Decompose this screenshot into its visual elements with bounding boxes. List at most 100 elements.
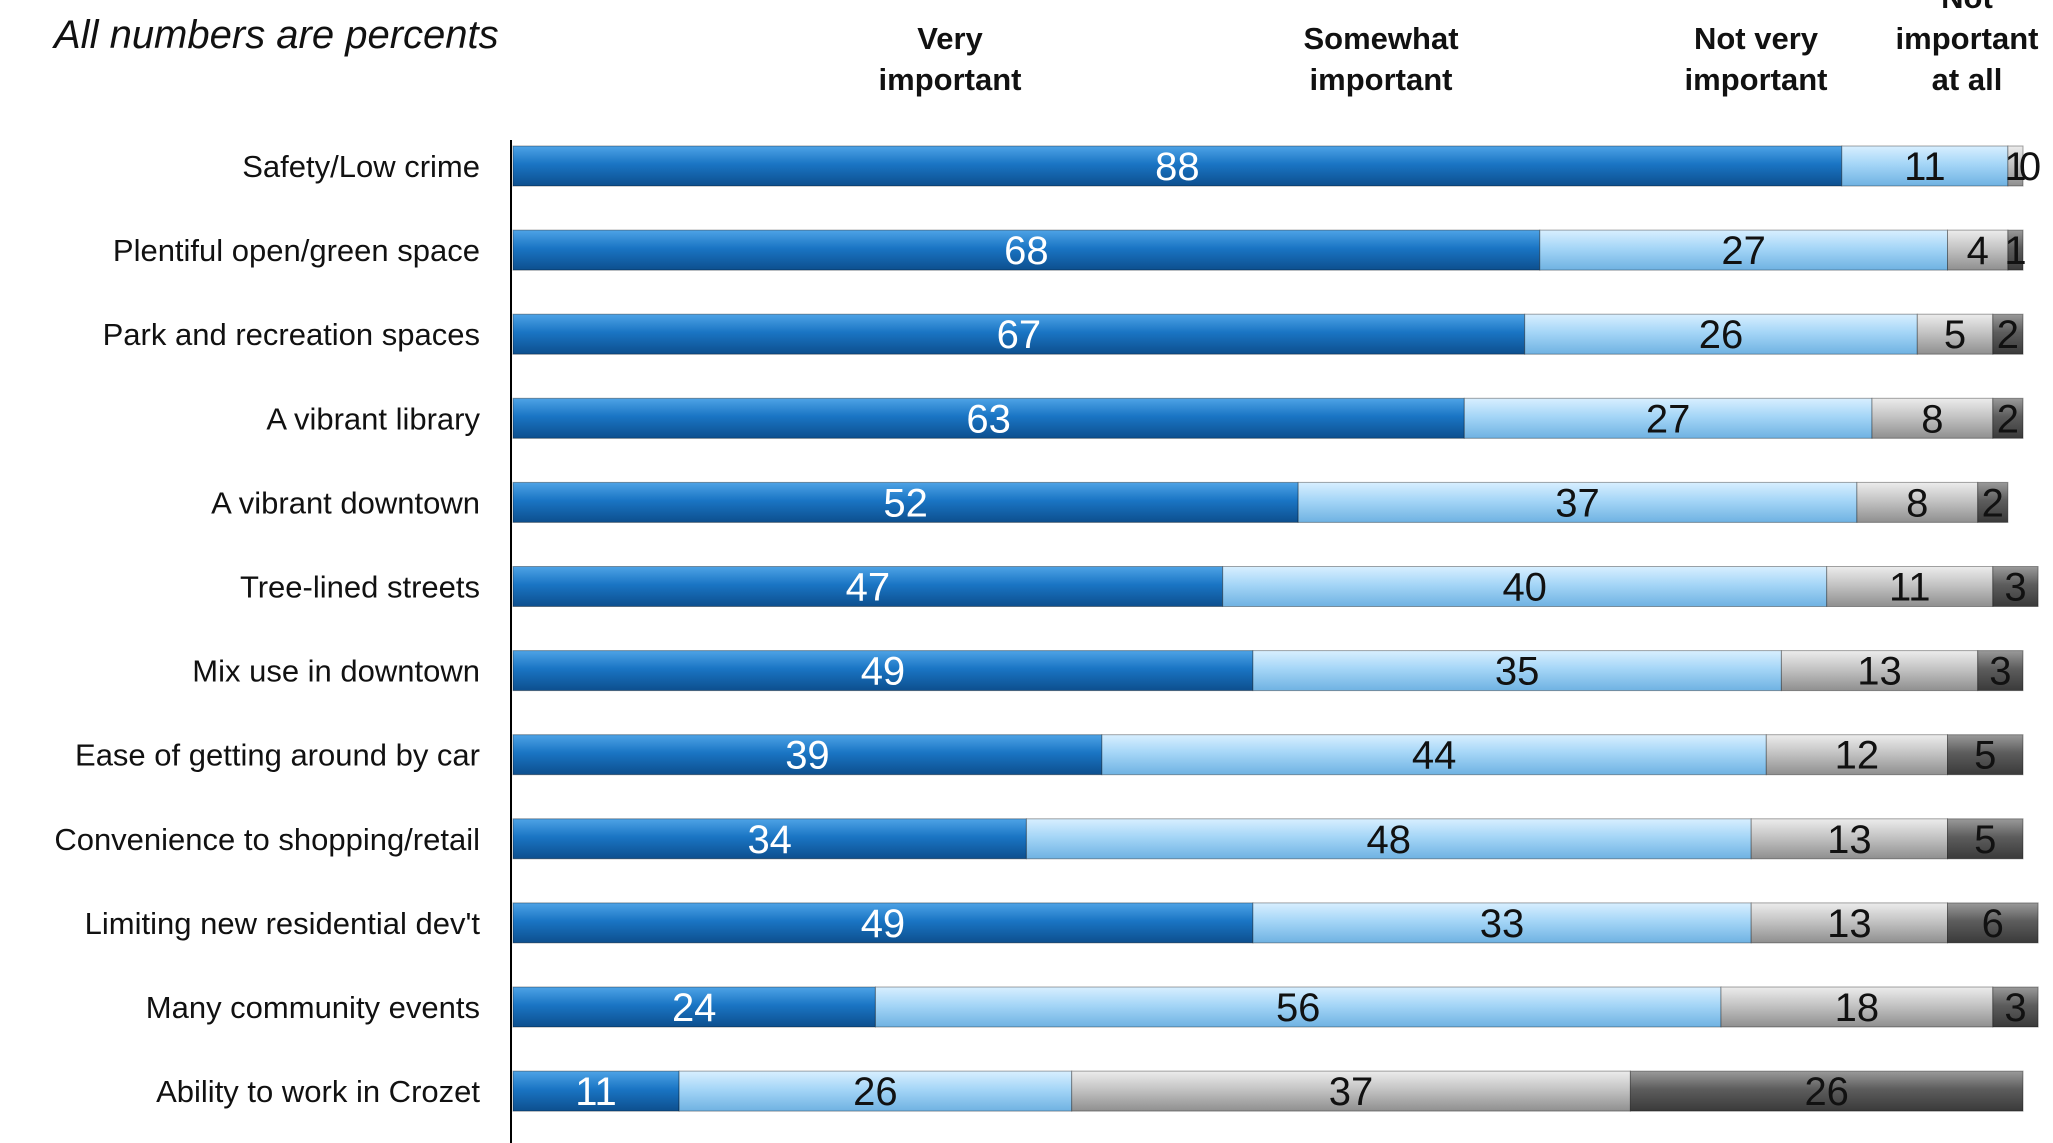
- legend-header-very-important: important: [879, 62, 1022, 97]
- legend-header-not-important-at-all: important: [1896, 21, 2039, 56]
- data-label-not-important-at-all: 5: [1974, 734, 1996, 778]
- data-label-not-important-at-all: 2: [1982, 481, 2004, 525]
- data-label-somewhat-important: 44: [1412, 734, 1457, 778]
- bar-segment-not-very-important: [1916, 313, 1994, 355]
- legend-header-not-important-at-all: at all: [1932, 62, 2003, 97]
- bar-segment-very-important: [512, 566, 1224, 607]
- bar-segment-very-important: [512, 734, 1103, 776]
- data-label-not-very-important: 4: [1967, 229, 1989, 273]
- bar-segment-not-important-at-all: [1992, 397, 2024, 439]
- bar-segment-somewhat-important: [1252, 902, 1752, 944]
- data-label-not-important-at-all: 3: [2004, 566, 2026, 610]
- category-label: Ease of getting around by car: [75, 738, 480, 773]
- bar-segment-somewhat-important: [1841, 145, 2009, 187]
- bar-segment-somewhat-important: [1539, 229, 1949, 271]
- legend-header-not-important-at-all: Not: [1941, 0, 1993, 15]
- bar-segment-not-important-at-all: [1992, 986, 2039, 1028]
- bar-segment-not-important-at-all: [1947, 902, 2039, 944]
- data-label-very-important: 24: [672, 986, 717, 1030]
- data-label-very-important: 39: [785, 734, 830, 778]
- data-label-not-very-important: 37: [1329, 1070, 1374, 1114]
- data-label-somewhat-important: 56: [1276, 986, 1321, 1030]
- category-label: A vibrant library: [266, 401, 480, 436]
- data-label-very-important: 49: [861, 650, 906, 694]
- data-label-not-important-at-all: 0: [2019, 145, 2041, 189]
- data-label-somewhat-important: 11: [1904, 145, 1946, 189]
- bar-segment-not-important-at-all: [1947, 734, 2024, 776]
- data-label-not-very-important: 8: [1921, 397, 1943, 441]
- bar-segment-not-important-at-all: [1992, 566, 2039, 607]
- category-label: Mix use in downtown: [192, 654, 480, 689]
- data-label-not-important-at-all: 3: [2004, 986, 2026, 1030]
- bar-segment-very-important: [512, 818, 1027, 860]
- legend-header-not-very-important: important: [1685, 62, 1828, 97]
- data-label-not-very-important: 5: [1944, 313, 1966, 357]
- legend-header-somewhat-important: important: [1310, 62, 1453, 97]
- bar-segment-not-important-at-all: [1992, 313, 2024, 355]
- bar-segment-not-very-important: [1871, 397, 1994, 439]
- category-label: A vibrant downtown: [211, 485, 480, 520]
- bar-segment-somewhat-important: [1101, 734, 1767, 776]
- data-label-very-important: 63: [966, 397, 1011, 441]
- bar-segment-somewhat-important: [678, 1070, 1073, 1112]
- category-label: Tree-lined streets: [240, 570, 480, 605]
- data-label-not-very-important: 13: [1827, 818, 1872, 862]
- data-label-not-important-at-all: 2: [1997, 397, 2019, 441]
- data-label-somewhat-important: 27: [1721, 229, 1766, 273]
- category-label: Ability to work in Crozet: [156, 1074, 480, 1109]
- data-label-somewhat-important: 33: [1480, 902, 1525, 946]
- bar-segment-not-very-important: [2007, 145, 2024, 187]
- data-label-very-important: 52: [883, 481, 928, 525]
- chart-note: All numbers are percents: [52, 13, 499, 57]
- data-label-very-important: 47: [846, 566, 891, 610]
- data-label-not-very-important: 13: [1827, 902, 1872, 946]
- bar-segment-somewhat-important: [1463, 397, 1873, 439]
- bar-segments: [512, 145, 2039, 1112]
- bar-segment-not-important-at-all: [1977, 481, 2009, 523]
- data-label-somewhat-important: 48: [1367, 818, 1412, 862]
- data-label-not-important-at-all: 6: [1982, 902, 2004, 946]
- data-label-not-important-at-all: 2: [1997, 313, 2019, 357]
- data-label-not-important-at-all: 26: [1804, 1070, 1849, 1114]
- bar-segment-very-important: [512, 481, 1299, 523]
- bar-segment-very-important: [512, 229, 1541, 271]
- bar-segment-somewhat-important: [1524, 313, 1918, 355]
- data-label-very-important: 11: [575, 1070, 617, 1114]
- data-label-not-very-important: 8: [1906, 481, 1928, 525]
- bar-segment-very-important: [512, 902, 1254, 944]
- bar-segment-not-important-at-all: [1947, 818, 2024, 860]
- category-label: Park and recreation spaces: [103, 317, 480, 352]
- data-label-not-very-important: 18: [1835, 986, 1880, 1030]
- bar-segment-not-very-important: [1826, 566, 1994, 607]
- data-label-very-important: 49: [861, 902, 906, 946]
- category-label: Plentiful open/green space: [113, 233, 480, 268]
- bar-segment-somewhat-important: [1297, 481, 1858, 523]
- bar-segment-somewhat-important: [1025, 818, 1752, 860]
- category-label: Safety/Low crime: [242, 149, 480, 184]
- data-label-not-very-important: 1: [2004, 145, 2026, 189]
- data-label-somewhat-important: 27: [1646, 397, 1691, 441]
- data-label-not-very-important: 13: [1857, 650, 1902, 694]
- bar-segment-not-very-important: [1750, 902, 1948, 944]
- category-labels: Safety/Low crime Plentiful open/green spa…: [54, 149, 480, 1109]
- bar-segment-not-very-important: [1720, 986, 1994, 1028]
- data-label-not-important-at-all: 1: [2004, 229, 2026, 273]
- bar-segment-not-important-at-all: [2007, 229, 2024, 271]
- legend-header-not-very-important: Not very: [1694, 21, 1819, 56]
- data-label-very-important: 88: [1155, 145, 1200, 189]
- data-label-not-very-important: 12: [1835, 734, 1880, 778]
- data-label-somewhat-important: 40: [1502, 566, 1547, 610]
- bar-segment-not-very-important: [1765, 734, 1949, 776]
- data-label-not-very-important: 11: [1889, 566, 1931, 610]
- bar-segment-very-important: [512, 1070, 680, 1112]
- bar-segment-very-important: [512, 145, 1843, 187]
- data-label-somewhat-important: 26: [1699, 313, 1744, 357]
- bar-segment-very-important: [512, 313, 1526, 355]
- data-label-not-important-at-all: 5: [1974, 818, 1996, 862]
- data-label-somewhat-important: 37: [1555, 481, 1600, 525]
- data-label-very-important: 67: [997, 313, 1042, 357]
- bar-segment-not-important-at-all: [1977, 650, 2024, 692]
- category-label: Many community events: [146, 990, 480, 1025]
